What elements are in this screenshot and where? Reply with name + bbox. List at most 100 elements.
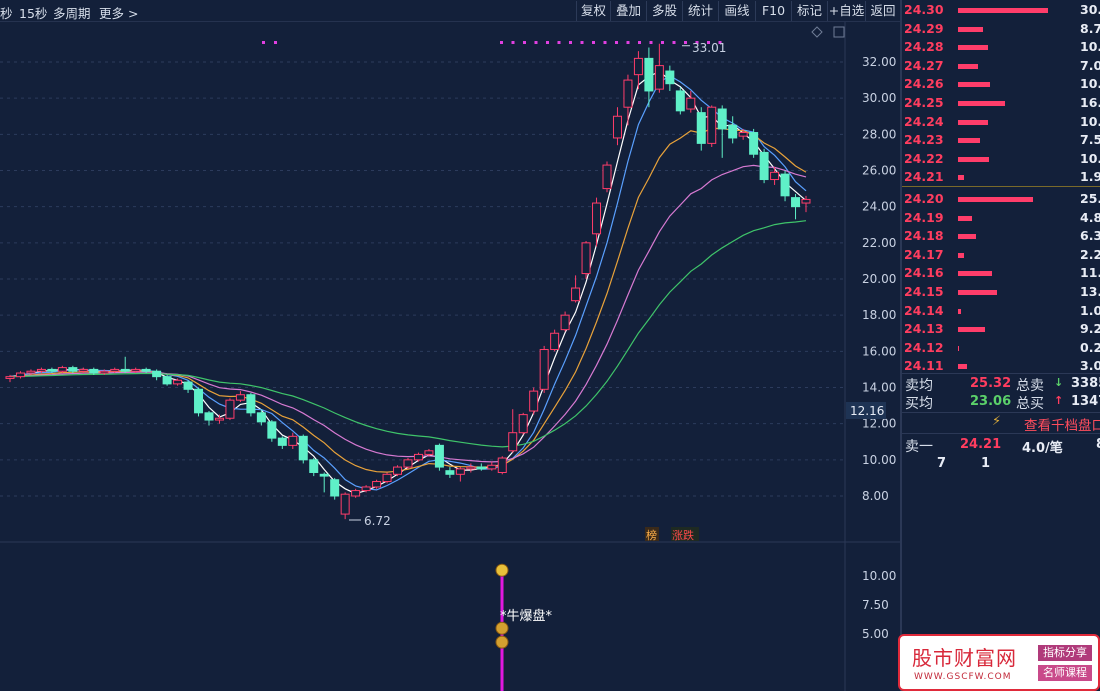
candle-body: [455, 468, 465, 475]
level-volume: 7.5: [1080, 132, 1100, 148]
price-axis: 32.00 30.00 28.00 26.00 24.00 22.00 20.00 18.00…: [862, 55, 896, 503]
diamond-icon[interactable]: [811, 26, 823, 38]
price-tick-label: 18.00: [862, 308, 896, 322]
level-volume: 9.2: [1080, 321, 1100, 337]
candle-body: [445, 470, 455, 475]
volume-bar: [958, 234, 977, 240]
ask-level-row[interactable]: 24.23 7.5: [902, 131, 1100, 149]
volume-bar: [958, 26, 984, 32]
ask-level-row[interactable]: 24.28 10.4: [902, 38, 1100, 56]
candle-body: [183, 381, 193, 390]
volume-bar: [958, 119, 989, 125]
signal-dot: [511, 41, 515, 44]
level-price: 24.19: [904, 209, 944, 225]
bid-level-row[interactable]: 24.13 9.2: [902, 320, 1100, 338]
candle-body: [759, 151, 769, 181]
period-second[interactable]: 秒: [0, 6, 13, 21]
candle-body: [131, 368, 141, 372]
bid-level-row[interactable]: 24.19 4.8: [902, 209, 1100, 227]
current-price-box: [846, 402, 886, 419]
ask-level-row[interactable]: 24.21 1.9: [902, 168, 1100, 186]
mark-button[interactable]: 标记: [791, 1, 827, 21]
candle-body: [403, 459, 413, 468]
candle-body: [361, 486, 371, 492]
candlestick-chart[interactable]: 32.00 30.00 28.00 26.00 24.00 22.00 20.00 18.00…: [0, 22, 900, 691]
candle-body: [686, 97, 696, 110]
ask-level-row[interactable]: 24.24 10.4: [902, 113, 1100, 131]
indicator-subchart: 10.00 7.50 5.00: [495, 563, 896, 691]
level-volume: 1.9: [1080, 169, 1100, 185]
watermark-tag-1: 指标分享: [1038, 645, 1092, 661]
signal-dot: [615, 41, 618, 44]
candle-body: [675, 90, 685, 112]
price-tick-label: 24.00: [862, 200, 896, 214]
period-15s[interactable]: 15秒: [19, 6, 48, 21]
view-thousand-level-link[interactable]: 查看千档盘口: [1024, 418, 1100, 434]
ma-line-3: [9, 127, 807, 473]
level-volume: 16.0: [1080, 95, 1100, 110]
volume-bar: [958, 8, 1048, 13]
level-volume: 30.9: [1080, 2, 1100, 17]
money-bag-icon: [495, 621, 509, 635]
level-volume: 3.0: [1080, 358, 1100, 374]
candle-body: [214, 417, 224, 421]
level-price: 24.26: [904, 76, 944, 92]
bid-level-row[interactable]: 24.11 3.0: [902, 357, 1100, 375]
candle-body: [78, 368, 88, 372]
bid-level-row[interactable]: 24.15 13.3: [902, 283, 1100, 301]
signal-dots: [262, 41, 722, 44]
signal-dot: [569, 41, 572, 44]
candle-body: [330, 479, 340, 497]
ask-level-row[interactable]: 24.26 10.9: [902, 75, 1100, 93]
change-tag-text: 涨跌: [672, 528, 694, 542]
price-tick-label: 30.00: [862, 91, 896, 105]
candle-body: [162, 376, 172, 385]
bid-level-row[interactable]: 24.12 0.2: [902, 339, 1100, 357]
candle-body: [466, 466, 476, 470]
f10-button[interactable]: F10: [755, 1, 791, 21]
signal-dot: [603, 41, 607, 44]
level-volume: 4.8: [1080, 209, 1100, 225]
candle-body: [89, 368, 99, 374]
candle-body: [518, 414, 528, 434]
period-multi[interactable]: 多周期: [53, 6, 91, 21]
avg-bid-value: 23.06: [970, 394, 1012, 409]
signal-dot: [534, 41, 538, 44]
bid-level-row[interactable]: 24.17 2.2: [902, 246, 1100, 264]
candle-body: [665, 70, 675, 85]
current-price-label: 12.16: [850, 404, 884, 418]
draw-line-button[interactable]: 画线: [718, 1, 755, 21]
price-tick-label: 8.00: [862, 489, 889, 503]
price-tick-label: 16.00: [862, 344, 896, 358]
bid-level-row[interactable]: 24.16 11.7: [902, 264, 1100, 282]
period-more[interactable]: 更多 >: [99, 6, 139, 21]
statistics-button[interactable]: 统计: [682, 1, 718, 21]
bid-level-row[interactable]: 24.14 1.0: [902, 302, 1100, 320]
level-volume: 6.3: [1080, 228, 1100, 244]
chart-toolbar: 秒 15秒 多周期 更多 > 复权 叠加 多股 统计 画线 F10 标记 +自选…: [0, 0, 900, 22]
summary-divider: [902, 373, 1100, 374]
ask-level-row[interactable]: 24.22 10.7: [902, 150, 1100, 168]
candle-body: [717, 108, 727, 130]
level-price: 24.12: [904, 339, 944, 355]
add-watchlist-button[interactable]: +自选: [827, 1, 865, 21]
restore-rights-button[interactable]: 复权: [576, 1, 610, 21]
bid-level-row[interactable]: 24.20 25.7: [902, 190, 1100, 208]
candle-body: [508, 432, 518, 452]
candle-body: [288, 435, 298, 446]
bid-level-row[interactable]: 24.18 6.3: [902, 227, 1100, 245]
back-button[interactable]: 返回: [865, 1, 900, 21]
ask-level-row[interactable]: 24.29 8.7: [902, 20, 1100, 38]
ask-level-row[interactable]: 24.25 16.0: [902, 94, 1100, 112]
window-toggle-icon[interactable]: [833, 26, 845, 38]
volume-bar: [958, 138, 980, 144]
multi-stock-button[interactable]: 多股: [646, 1, 682, 21]
candle-body: [571, 287, 581, 302]
volume-bar: [958, 327, 985, 333]
ask-level-row[interactable]: 24.27 7.0: [902, 57, 1100, 75]
signal-dot: [695, 41, 699, 44]
overlay-button[interactable]: 叠加: [610, 1, 646, 21]
signal-dot: [500, 41, 503, 44]
ask-level-row[interactable]: 24.30 30.9: [902, 1, 1100, 19]
watermark-tag-2: 名师课程: [1038, 665, 1092, 681]
